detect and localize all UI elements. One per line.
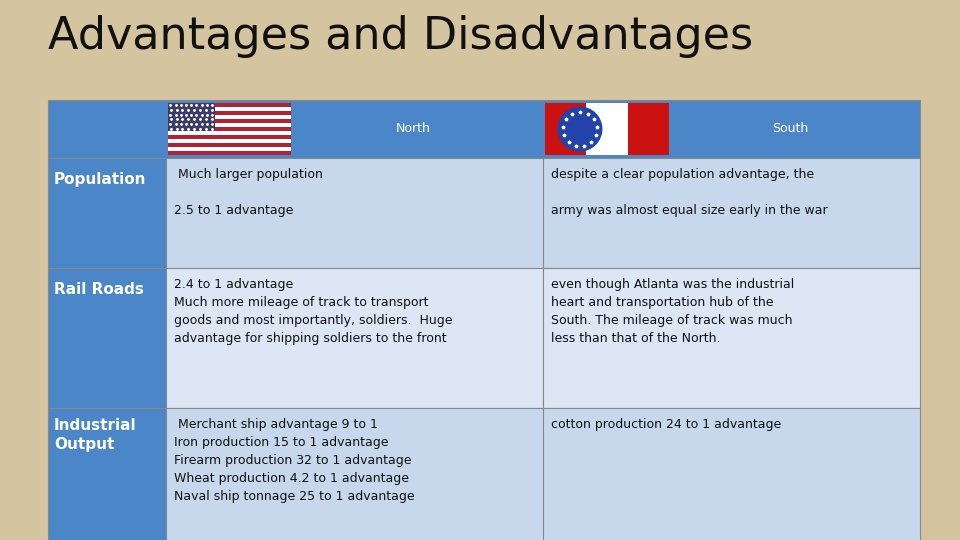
- Bar: [587, 103, 628, 155]
- Bar: [168, 131, 291, 135]
- Bar: [168, 103, 215, 131]
- Bar: [48, 268, 166, 408]
- Bar: [168, 119, 291, 123]
- Bar: [168, 111, 291, 115]
- Bar: [166, 268, 543, 408]
- Circle shape: [558, 107, 602, 151]
- Bar: [628, 103, 669, 155]
- Bar: [168, 127, 291, 131]
- Text: Population: Population: [54, 172, 147, 187]
- Bar: [168, 151, 291, 155]
- Bar: [545, 103, 669, 155]
- Bar: [543, 268, 920, 408]
- Bar: [166, 158, 543, 268]
- Text: cotton production 24 to 1 advantage: cotton production 24 to 1 advantage: [551, 418, 781, 431]
- Bar: [168, 139, 291, 143]
- Text: even though Atlanta was the industrial
heart and transportation hub of the
South: even though Atlanta was the industrial h…: [551, 278, 795, 345]
- Bar: [543, 158, 920, 268]
- Text: despite a clear population advantage, the

army was almost equal size early in t: despite a clear population advantage, th…: [551, 168, 828, 217]
- Bar: [48, 408, 166, 540]
- Text: Much larger population

2.5 to 1 advantage: Much larger population 2.5 to 1 advantag…: [174, 168, 323, 217]
- Bar: [48, 100, 920, 158]
- Bar: [543, 408, 920, 540]
- Text: Industrial
Output: Industrial Output: [54, 418, 136, 451]
- Bar: [48, 158, 166, 268]
- Text: South: South: [773, 123, 808, 136]
- Text: Merchant ship advantage 9 to 1
Iron production 15 to 1 advantage
Firearm product: Merchant ship advantage 9 to 1 Iron prod…: [174, 418, 415, 503]
- Text: Advantages and Disadvantages: Advantages and Disadvantages: [48, 15, 754, 58]
- Bar: [168, 103, 291, 107]
- Bar: [545, 103, 587, 155]
- Text: 2.4 to 1 advantage
Much more mileage of track to transport
goods and most import: 2.4 to 1 advantage Much more mileage of …: [174, 278, 452, 345]
- Bar: [168, 147, 291, 151]
- Bar: [168, 107, 291, 111]
- Text: Rail Roads: Rail Roads: [54, 282, 144, 297]
- Bar: [168, 123, 291, 127]
- Text: North: North: [396, 123, 431, 136]
- Bar: [168, 135, 291, 139]
- Bar: [166, 408, 543, 540]
- Bar: [168, 143, 291, 147]
- Bar: [168, 115, 291, 119]
